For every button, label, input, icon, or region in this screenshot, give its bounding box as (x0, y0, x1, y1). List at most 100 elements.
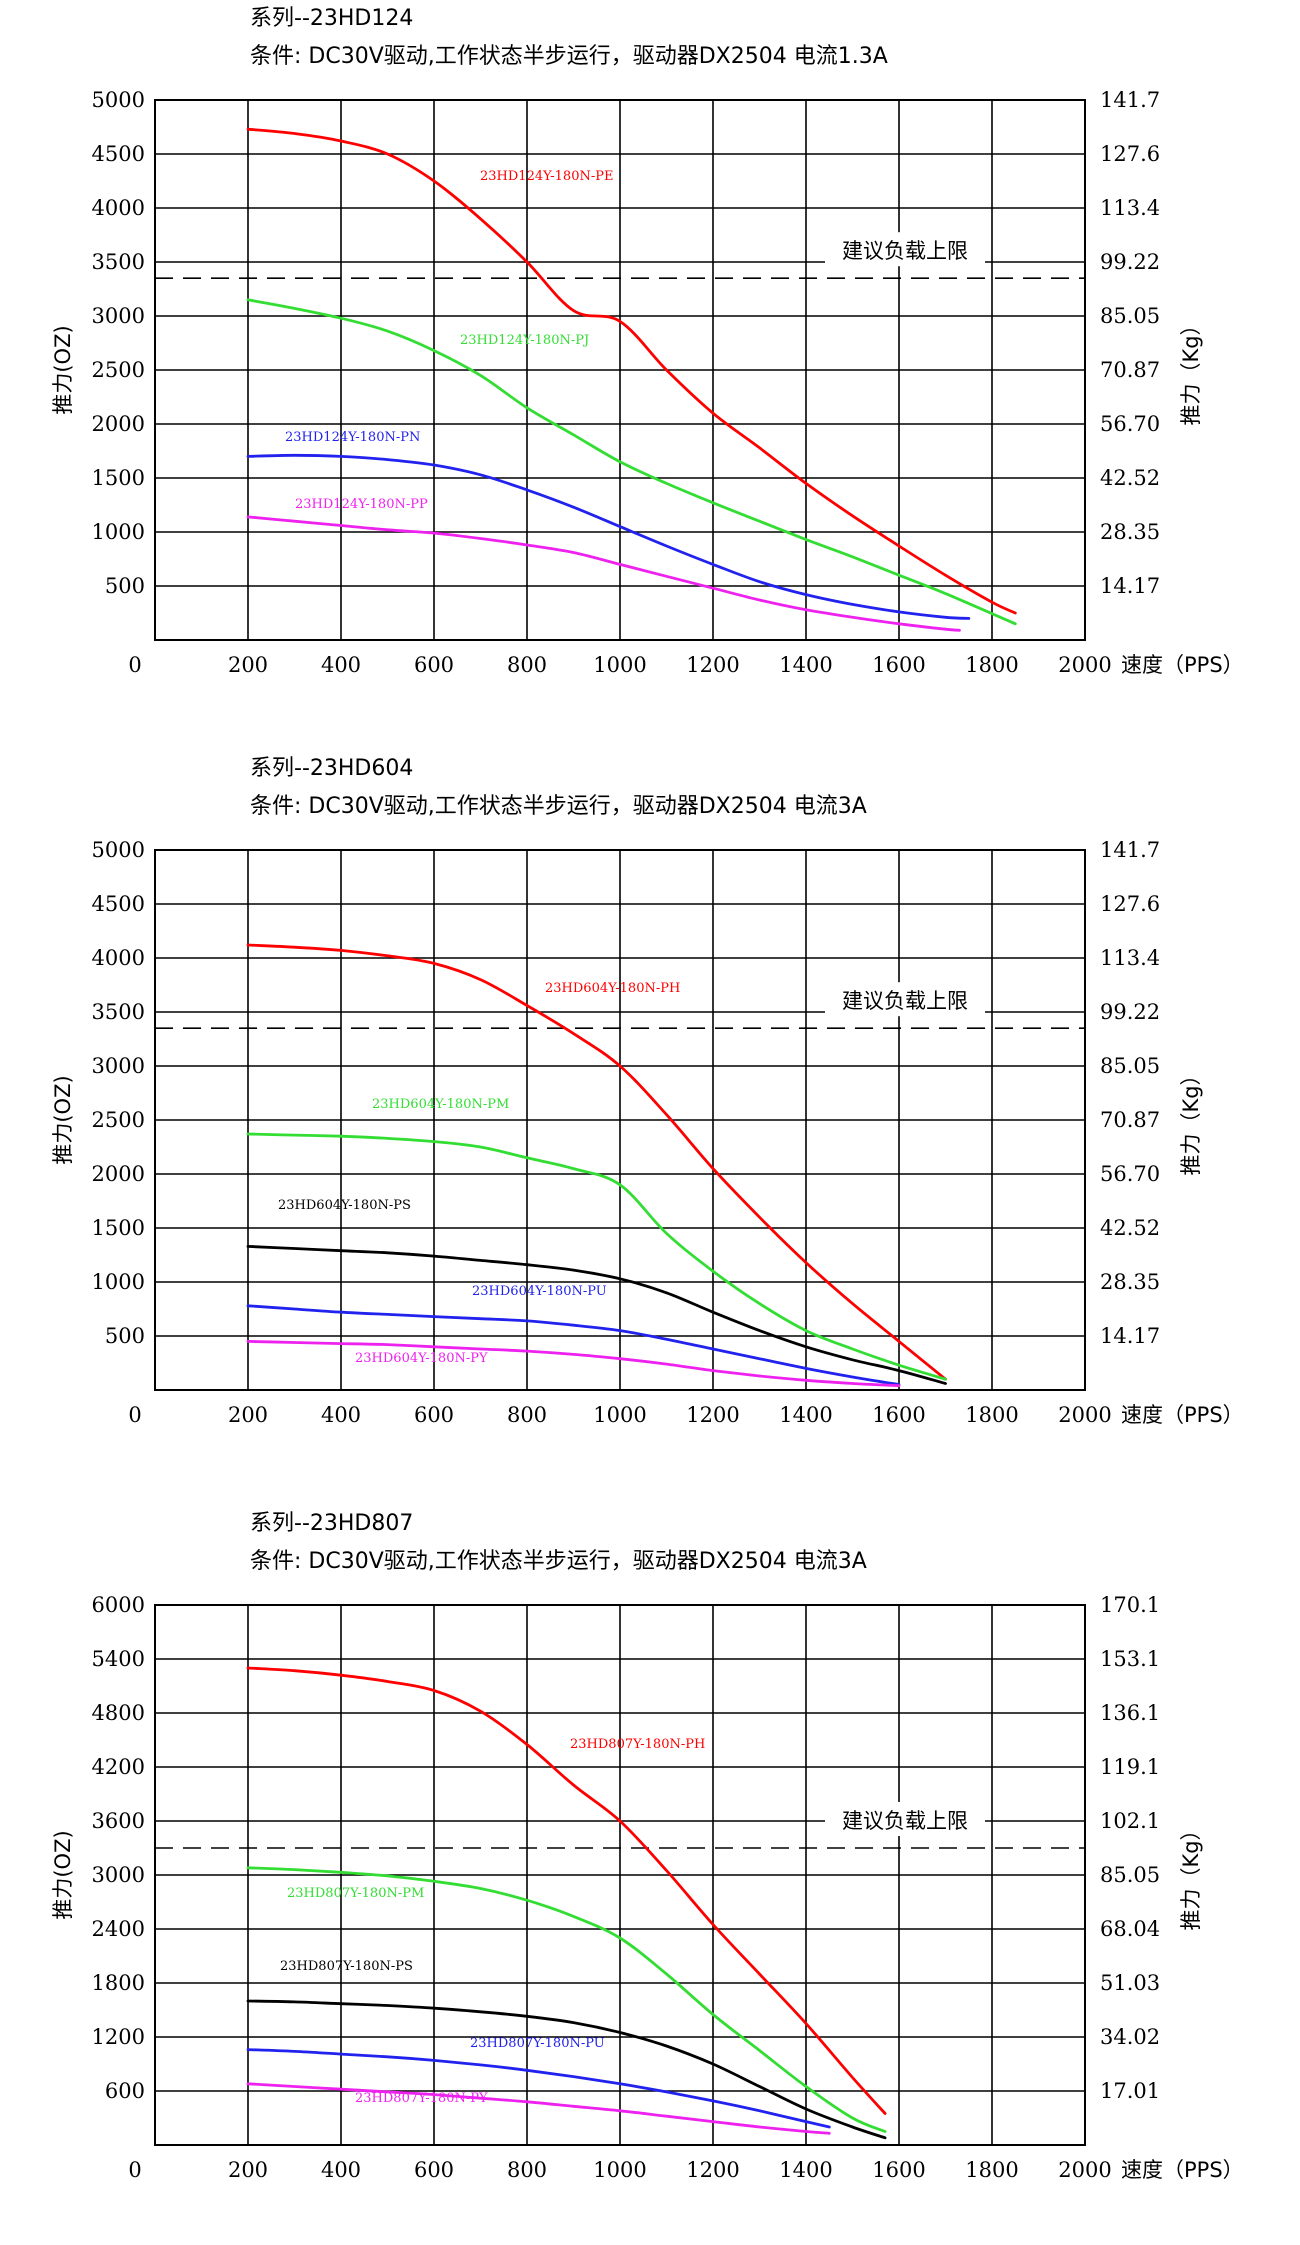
y-tick-label: 1200 (92, 2025, 145, 2049)
series-label: 23HD124Y-180N-PN (285, 430, 420, 445)
x-tick-label: 0 (128, 1403, 141, 1427)
y-tick-label: 4500 (92, 892, 145, 916)
load-limit-label: 建议负载上限 (842, 989, 968, 1013)
y2-tick-label: 99.22 (1100, 250, 1160, 274)
plot-frame (154, 849, 1086, 1391)
x-axis-label: 速度（PPS） (1121, 2158, 1244, 2182)
x-tick-label: 1800 (965, 1403, 1018, 1427)
y2-tick-label: 51.03 (1100, 1971, 1160, 1995)
x-tick-label: 600 (414, 653, 454, 677)
series-label: 23HD604Y-180N-PS (278, 1198, 411, 1213)
y2-tick-label: 56.70 (1100, 412, 1160, 436)
x-tick-label: 200 (228, 2158, 268, 2182)
y-tick-label: 5000 (92, 838, 145, 862)
series-label: 23HD807Y-180N-PH (570, 1737, 705, 1752)
y-axis-label: 推力(OZ) (51, 1075, 75, 1164)
y2-tick-label: 85.05 (1100, 304, 1160, 328)
x-tick-label: 1600 (872, 653, 925, 677)
series-label: 23HD604Y-180N-PM (372, 1097, 509, 1112)
series-label: 23HD604Y-180N-PU (472, 1284, 607, 1299)
y-tick-label: 4000 (92, 196, 145, 220)
series-line (246, 515, 961, 632)
y-tick-label: 4000 (92, 946, 145, 970)
series-line (246, 453, 971, 620)
y2-tick-label: 56.70 (1100, 1162, 1160, 1186)
load-limit-label-bg (825, 232, 985, 267)
y-tick-label: 2500 (92, 1108, 145, 1132)
x-tick-label: 400 (321, 1403, 361, 1427)
y-tick-label: 3000 (92, 1054, 145, 1078)
x-tick-label: 2000 (1058, 2158, 1111, 2182)
series-title: 系列--23HD604 (250, 756, 414, 781)
chart-panel-23hd604: 系列--23HD604 条件: DC30V驱动,工作状态半步运行，驱动器DX25… (0, 750, 1300, 1490)
x-tick-label: 1000 (593, 1403, 646, 1427)
y-tick-label: 3000 (92, 1863, 145, 1887)
y-tick-label: 3000 (92, 304, 145, 328)
x-tick-label: 1400 (779, 1403, 832, 1427)
y2-tick-label: 68.04 (1100, 1917, 1160, 1941)
y-tick-label: 3600 (92, 1809, 145, 1833)
y-axis-label: 推力(OZ) (51, 325, 75, 414)
y2-tick-label: 153.1 (1100, 1647, 1160, 1671)
series-label: 23HD124Y-180N-PP (295, 497, 428, 512)
series-line (246, 1666, 887, 2115)
y-tick-label: 2400 (92, 1917, 145, 1941)
x-tick-label: 800 (507, 2158, 547, 2182)
y2-tick-label: 136.1 (1100, 1701, 1160, 1725)
y2-tick-label: 99.22 (1100, 1000, 1160, 1024)
series-title: 系列--23HD124 (250, 6, 414, 31)
x-tick-label: 400 (321, 2158, 361, 2182)
x-tick-label: 2000 (1058, 1403, 1111, 1427)
y2-tick-label: 113.4 (1100, 946, 1160, 970)
y2-tick-label: 141.7 (1100, 838, 1160, 862)
x-tick-label: 400 (321, 653, 361, 677)
y-tick-label: 500 (105, 1324, 145, 1348)
series-line (246, 298, 1017, 626)
y2-tick-label: 141.7 (1100, 88, 1160, 112)
x-axis-label: 速度（PPS） (1121, 653, 1244, 677)
x-tick-label: 200 (228, 653, 268, 677)
series-title: 系列--23HD807 (250, 1511, 414, 1536)
x-tick-label: 1400 (779, 2158, 832, 2182)
chart-panel-23hd807: 系列--23HD807 条件: DC30V驱动,工作状态半步运行，驱动器DX25… (0, 1505, 1300, 2245)
series-label: 23HD807Y-180N-PM (287, 1886, 424, 1901)
x-tick-label: 1000 (593, 653, 646, 677)
x-tick-label: 1600 (872, 1403, 925, 1427)
grid (154, 99, 1086, 641)
y-tick-label: 2500 (92, 358, 145, 382)
series-label: 23HD604Y-180N-PY (355, 1351, 488, 1366)
chart-svg: 6000540048004200360030002400180012006001… (51, 1593, 1244, 2182)
x-tick-label: 1800 (965, 2158, 1018, 2182)
series-label: 23HD604Y-180N-PH (545, 981, 680, 996)
condition-text: 条件: DC30V驱动,工作状态半步运行，驱动器DX2504 电流3A (250, 794, 867, 819)
chart-svg: 5000450040003500300025002000150010005001… (51, 88, 1244, 677)
y2-tick-label: 70.87 (1100, 358, 1160, 382)
y2-axis-label: 推力（Kg） (1179, 1064, 1203, 1175)
series-line (246, 2048, 831, 2129)
y2-tick-label: 102.1 (1100, 1809, 1160, 1833)
series-line (246, 1340, 901, 1388)
y2-tick-label: 85.05 (1100, 1863, 1160, 1887)
series-line (246, 1866, 887, 2133)
chart-svg: 5000450040003500300025002000150010005001… (51, 838, 1244, 1427)
x-tick-label: 1200 (686, 2158, 739, 2182)
series-label: 23HD807Y-180N-PS (280, 1959, 413, 1974)
x-tick-label: 1600 (872, 2158, 925, 2182)
x-tick-label: 1200 (686, 653, 739, 677)
y-tick-label: 4800 (92, 1701, 145, 1725)
plot-frame (154, 1604, 1086, 2146)
load-limit-label: 建议负载上限 (842, 1809, 968, 1833)
y2-tick-label: 28.35 (1100, 1270, 1160, 1294)
series-label: 23HD124Y-180N-PE (480, 169, 613, 184)
y-tick-label: 4500 (92, 142, 145, 166)
x-tick-label: 1200 (686, 1403, 739, 1427)
chart-panel-23hd124: 系列--23HD124 条件: DC30V驱动,工作状态半步运行，驱动器DX25… (0, 0, 1300, 740)
series-label: 23HD124Y-180N-PJ (460, 333, 589, 348)
y2-axis-label: 推力（Kg） (1179, 314, 1203, 425)
y2-tick-label: 34.02 (1100, 2025, 1160, 2049)
x-tick-label: 1000 (593, 2158, 646, 2182)
x-tick-label: 1400 (779, 653, 832, 677)
y2-tick-label: 127.6 (1100, 892, 1160, 916)
y-tick-label: 1800 (92, 1971, 145, 1995)
load-limit-label-bg (825, 1802, 985, 1836)
